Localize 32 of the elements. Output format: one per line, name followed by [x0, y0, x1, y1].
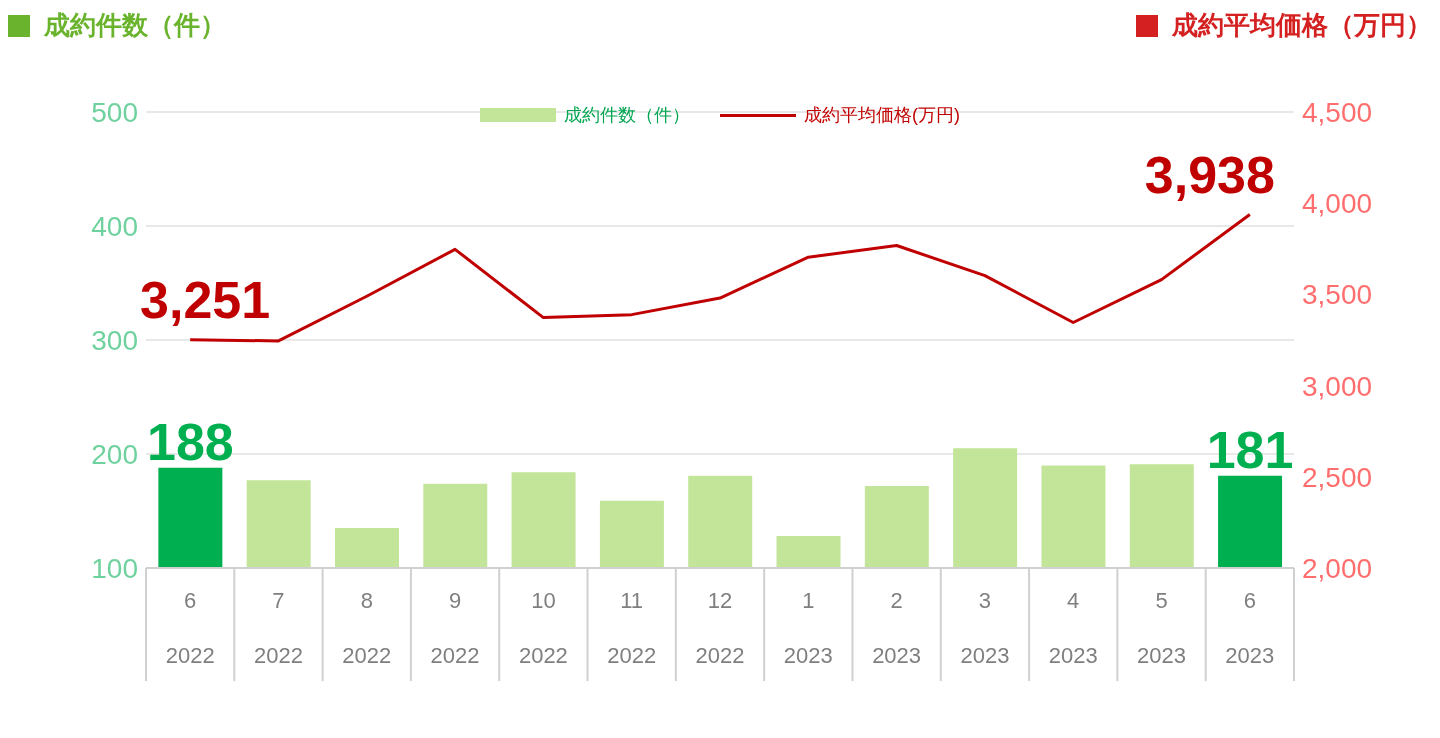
category-label: 4 2023	[1048, 588, 1098, 668]
y-tick-label: 100	[91, 552, 138, 584]
y-tick-label: 400	[91, 210, 138, 242]
category-label: 9 2022	[430, 588, 480, 668]
category-label: 6 2022	[165, 588, 215, 668]
y-tick-label: 300	[91, 324, 138, 356]
y2-axis-title: 成約平均価格（万円）	[1172, 9, 1432, 42]
category-label: 1 2023	[783, 588, 833, 668]
category-label: 3 2023	[960, 588, 1010, 668]
data-label: 3,251	[140, 270, 271, 329]
y2-tick-label: 4,000	[1302, 188, 1373, 220]
category-label: 7 2022	[253, 588, 303, 668]
y2-tick-label: 2,000	[1302, 552, 1373, 584]
y2-tick-label: 3,000	[1302, 370, 1373, 402]
legend-label: 成約件数（件）	[564, 104, 690, 127]
y-tick-label: 500	[91, 96, 138, 128]
category-label: 5 2023	[1137, 588, 1187, 668]
y-axis-title: 成約件数（件）	[44, 9, 226, 42]
data-label: 3,938	[1144, 145, 1275, 204]
y2-tick-label: 3,500	[1302, 279, 1373, 311]
y-tick-label: 200	[91, 438, 138, 470]
category-label: 12 2022	[695, 588, 745, 668]
legend-label: 成約平均価格(万円)	[804, 104, 960, 127]
y2-tick-label: 2,500	[1302, 461, 1373, 493]
category-label: 6 2023	[1225, 588, 1275, 668]
category-label: 2 2023	[872, 588, 922, 668]
y2-tick-label: 4,500	[1302, 96, 1373, 128]
data-label: 181	[1206, 420, 1294, 479]
category-label: 8 2022	[342, 588, 392, 668]
category-label: 11 2022	[607, 588, 657, 668]
data-label: 188	[146, 412, 234, 471]
category-label: 10 2022	[518, 588, 568, 668]
